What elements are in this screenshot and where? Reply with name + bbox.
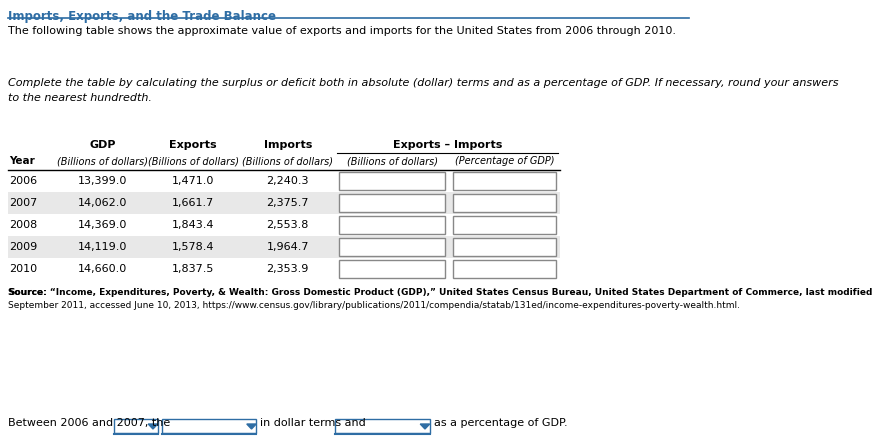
- Polygon shape: [420, 424, 430, 429]
- Text: as a percentage of GDP.: as a percentage of GDP.: [434, 418, 568, 428]
- Text: 2006: 2006: [10, 176, 38, 186]
- FancyBboxPatch shape: [453, 194, 556, 212]
- Text: 1,471.0: 1,471.0: [172, 176, 214, 186]
- Text: Exports: Exports: [170, 140, 217, 150]
- FancyBboxPatch shape: [453, 216, 556, 234]
- Text: in dollar terms and: in dollar terms and: [260, 418, 366, 428]
- Polygon shape: [247, 424, 256, 429]
- Text: Source: “Income, Expenditures, Poverty, & Wealth: Gross Domestic Product (GDP),”: Source: “Income, Expenditures, Poverty, …: [8, 288, 873, 297]
- Text: (Percentage of GDP): (Percentage of GDP): [455, 156, 554, 166]
- Text: GDP: GDP: [89, 140, 116, 150]
- Text: Complete the table by calculating the surplus or deficit both in absolute (dolla: Complete the table by calculating the su…: [8, 78, 838, 103]
- Text: Year: Year: [10, 156, 35, 166]
- Text: 2,553.8: 2,553.8: [267, 220, 309, 230]
- Text: 1,837.5: 1,837.5: [172, 264, 214, 274]
- Text: 13,399.0: 13,399.0: [78, 176, 127, 186]
- FancyBboxPatch shape: [453, 172, 556, 190]
- Text: Imports, Exports, and the Trade Balance: Imports, Exports, and the Trade Balance: [8, 10, 276, 23]
- Text: 14,660.0: 14,660.0: [78, 264, 127, 274]
- FancyBboxPatch shape: [339, 172, 446, 190]
- Text: Source:: Source:: [8, 288, 47, 297]
- FancyBboxPatch shape: [339, 260, 446, 278]
- Text: 1,843.4: 1,843.4: [171, 220, 215, 230]
- Text: Between 2006 and 2007, the: Between 2006 and 2007, the: [8, 418, 170, 428]
- Text: Imports: Imports: [263, 140, 312, 150]
- Bar: [162, 419, 256, 433]
- Text: 1,964.7: 1,964.7: [267, 242, 309, 252]
- FancyBboxPatch shape: [453, 260, 556, 278]
- Bar: [335, 419, 430, 433]
- Text: 1,661.7: 1,661.7: [172, 198, 214, 208]
- Text: 2,353.9: 2,353.9: [267, 264, 309, 274]
- Bar: [8, 236, 560, 258]
- Text: 2009: 2009: [10, 242, 38, 252]
- Text: 1,578.4: 1,578.4: [171, 242, 215, 252]
- FancyBboxPatch shape: [339, 216, 446, 234]
- Bar: [8, 192, 560, 214]
- Text: The following table shows the approximate value of exports and imports for the U: The following table shows the approximat…: [8, 26, 676, 36]
- FancyBboxPatch shape: [453, 238, 556, 256]
- Polygon shape: [149, 424, 157, 429]
- Text: 14,369.0: 14,369.0: [78, 220, 127, 230]
- Text: (Billions of dollars): (Billions of dollars): [347, 156, 438, 166]
- Text: 14,062.0: 14,062.0: [78, 198, 127, 208]
- Text: 2007: 2007: [10, 198, 38, 208]
- FancyBboxPatch shape: [339, 238, 446, 256]
- Text: (Billions of dollars): (Billions of dollars): [57, 156, 148, 166]
- Text: (Billions of dollars): (Billions of dollars): [148, 156, 239, 166]
- Bar: [114, 419, 157, 433]
- Text: 14,119.0: 14,119.0: [78, 242, 127, 252]
- FancyBboxPatch shape: [339, 194, 446, 212]
- Text: 2008: 2008: [10, 220, 38, 230]
- Text: September 2011, accessed June 10, 2013, https://www.census.gov/library/publicati: September 2011, accessed June 10, 2013, …: [8, 301, 740, 310]
- Text: 2010: 2010: [10, 264, 38, 274]
- Text: 2,375.7: 2,375.7: [267, 198, 309, 208]
- Text: (Billions of dollars): (Billions of dollars): [242, 156, 333, 166]
- Text: Exports – Imports: Exports – Imports: [392, 140, 502, 150]
- Text: 2,240.3: 2,240.3: [267, 176, 309, 186]
